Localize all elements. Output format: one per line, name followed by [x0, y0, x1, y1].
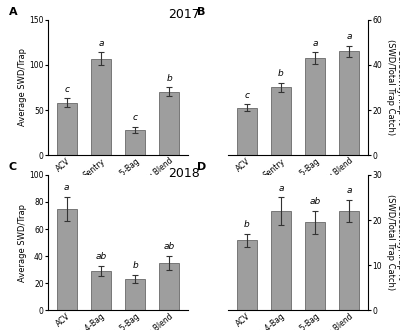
- Bar: [125, 279, 145, 310]
- Text: b: b: [132, 261, 138, 270]
- Y-axis label: Average SWD/Trap: Average SWD/Trap: [18, 49, 26, 126]
- Y-axis label: Average SWD/Trap: Average SWD/Trap: [18, 204, 26, 281]
- Text: a: a: [278, 184, 284, 193]
- Bar: [159, 263, 180, 310]
- Text: 2017: 2017: [168, 8, 200, 21]
- Bar: [236, 240, 257, 310]
- Text: b: b: [166, 74, 172, 83]
- Text: D: D: [197, 162, 206, 172]
- Text: A: A: [9, 7, 18, 17]
- Bar: [305, 58, 325, 155]
- Text: C: C: [9, 162, 17, 172]
- Bar: [91, 59, 111, 155]
- Text: 2018: 2018: [168, 167, 200, 180]
- Text: b: b: [278, 69, 284, 78]
- Y-axis label: Selectivity/Trap %
(SWD/Total Trap Catch): Selectivity/Trap % (SWD/Total Trap Catch…: [386, 194, 400, 291]
- Text: c: c: [244, 91, 249, 100]
- Bar: [125, 130, 145, 155]
- Bar: [271, 211, 291, 310]
- Bar: [159, 92, 180, 155]
- Text: a: a: [64, 183, 70, 192]
- Bar: [236, 108, 257, 155]
- Text: ab: ab: [310, 197, 321, 206]
- Text: b: b: [244, 220, 250, 229]
- Bar: [271, 87, 291, 155]
- Bar: [339, 211, 360, 310]
- Bar: [56, 103, 77, 155]
- Text: ab: ab: [164, 242, 175, 251]
- Bar: [91, 271, 111, 310]
- Text: a: a: [346, 32, 352, 41]
- Text: a: a: [312, 39, 318, 48]
- Text: ab: ab: [95, 252, 106, 261]
- Bar: [305, 222, 325, 310]
- Text: a: a: [98, 39, 104, 48]
- Text: B: B: [197, 7, 206, 17]
- Bar: [56, 209, 77, 310]
- Text: c: c: [64, 84, 69, 93]
- Text: a: a: [346, 186, 352, 195]
- Text: c: c: [132, 114, 138, 122]
- Bar: [339, 51, 360, 155]
- Y-axis label: Selectivity/Trap %
(SWD/Total Trap Catch): Selectivity/Trap % (SWD/Total Trap Catch…: [386, 39, 400, 136]
